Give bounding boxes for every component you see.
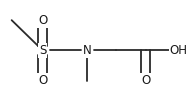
Text: N: N — [83, 44, 92, 57]
Text: O: O — [38, 14, 47, 27]
Text: OH: OH — [170, 44, 187, 57]
Text: S: S — [39, 44, 46, 57]
Text: O: O — [141, 74, 150, 87]
Text: O: O — [38, 74, 47, 87]
